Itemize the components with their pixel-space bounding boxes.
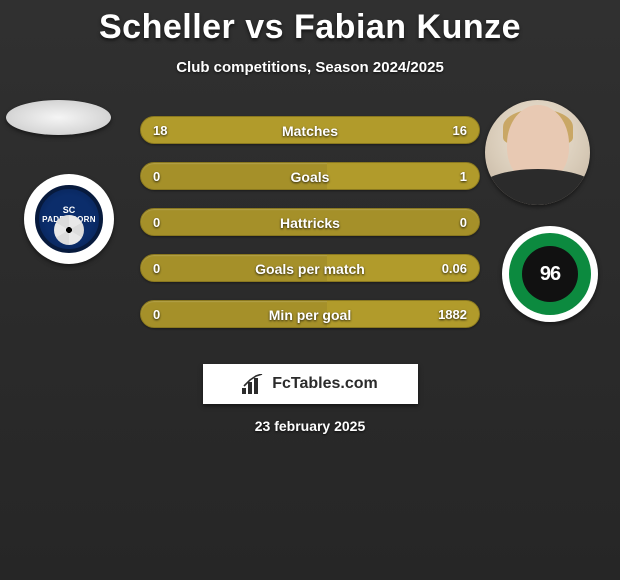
avatar-shoulders <box>485 169 590 205</box>
stat-label: Min per goal <box>141 301 479 328</box>
brand-label: FcTables.com <box>272 375 378 393</box>
club-left-badge: SC PADERBORN 07 e.V. <box>24 174 114 264</box>
brand-box: FcTables.com <box>203 364 418 404</box>
stat-row: 0 Hattricks 0 <box>140 208 480 236</box>
club-right-badge-inner: 96 <box>522 246 578 302</box>
stat-label: Goals per match <box>141 255 479 282</box>
stat-bars: 18 Matches 16 0 Goals 1 0 Hattricks 0 0 … <box>140 116 480 346</box>
stat-row: 0 Goals per match 0.06 <box>140 254 480 282</box>
stat-label: Hattricks <box>141 209 479 236</box>
stat-label: Matches <box>141 117 479 144</box>
stat-value-right: 16 <box>453 117 467 144</box>
bar-chart-icon <box>242 374 264 394</box>
club-right-badge: 96 <box>502 226 598 322</box>
stat-label: Goals <box>141 163 479 190</box>
stat-row: 18 Matches 16 <box>140 116 480 144</box>
stat-value-right: 1 <box>460 163 467 190</box>
page-subtitle: Club competitions, Season 2024/2025 <box>0 59 620 76</box>
stat-row: 0 Goals 1 <box>140 162 480 190</box>
stat-row: 0 Min per goal 1882 <box>140 300 480 328</box>
stat-value-right: 0.06 <box>442 255 467 282</box>
club-left-badge-inner: SC PADERBORN 07 e.V. <box>35 185 103 253</box>
comparison-stage: SC PADERBORN 07 e.V. 96 18 Matches 16 <box>0 96 620 356</box>
stat-value-right: 0 <box>460 209 467 236</box>
footer-date: 23 february 2025 <box>0 418 620 434</box>
soccer-ball-icon <box>54 215 84 245</box>
club-right-text: 96 <box>540 263 560 286</box>
page-title: Scheller vs Fabian Kunze <box>0 8 620 47</box>
player-right-avatar <box>485 100 590 205</box>
club-right-badge-mid: 96 <box>509 233 591 315</box>
stat-value-right: 1882 <box>438 301 467 328</box>
player-left-avatar <box>6 100 111 135</box>
